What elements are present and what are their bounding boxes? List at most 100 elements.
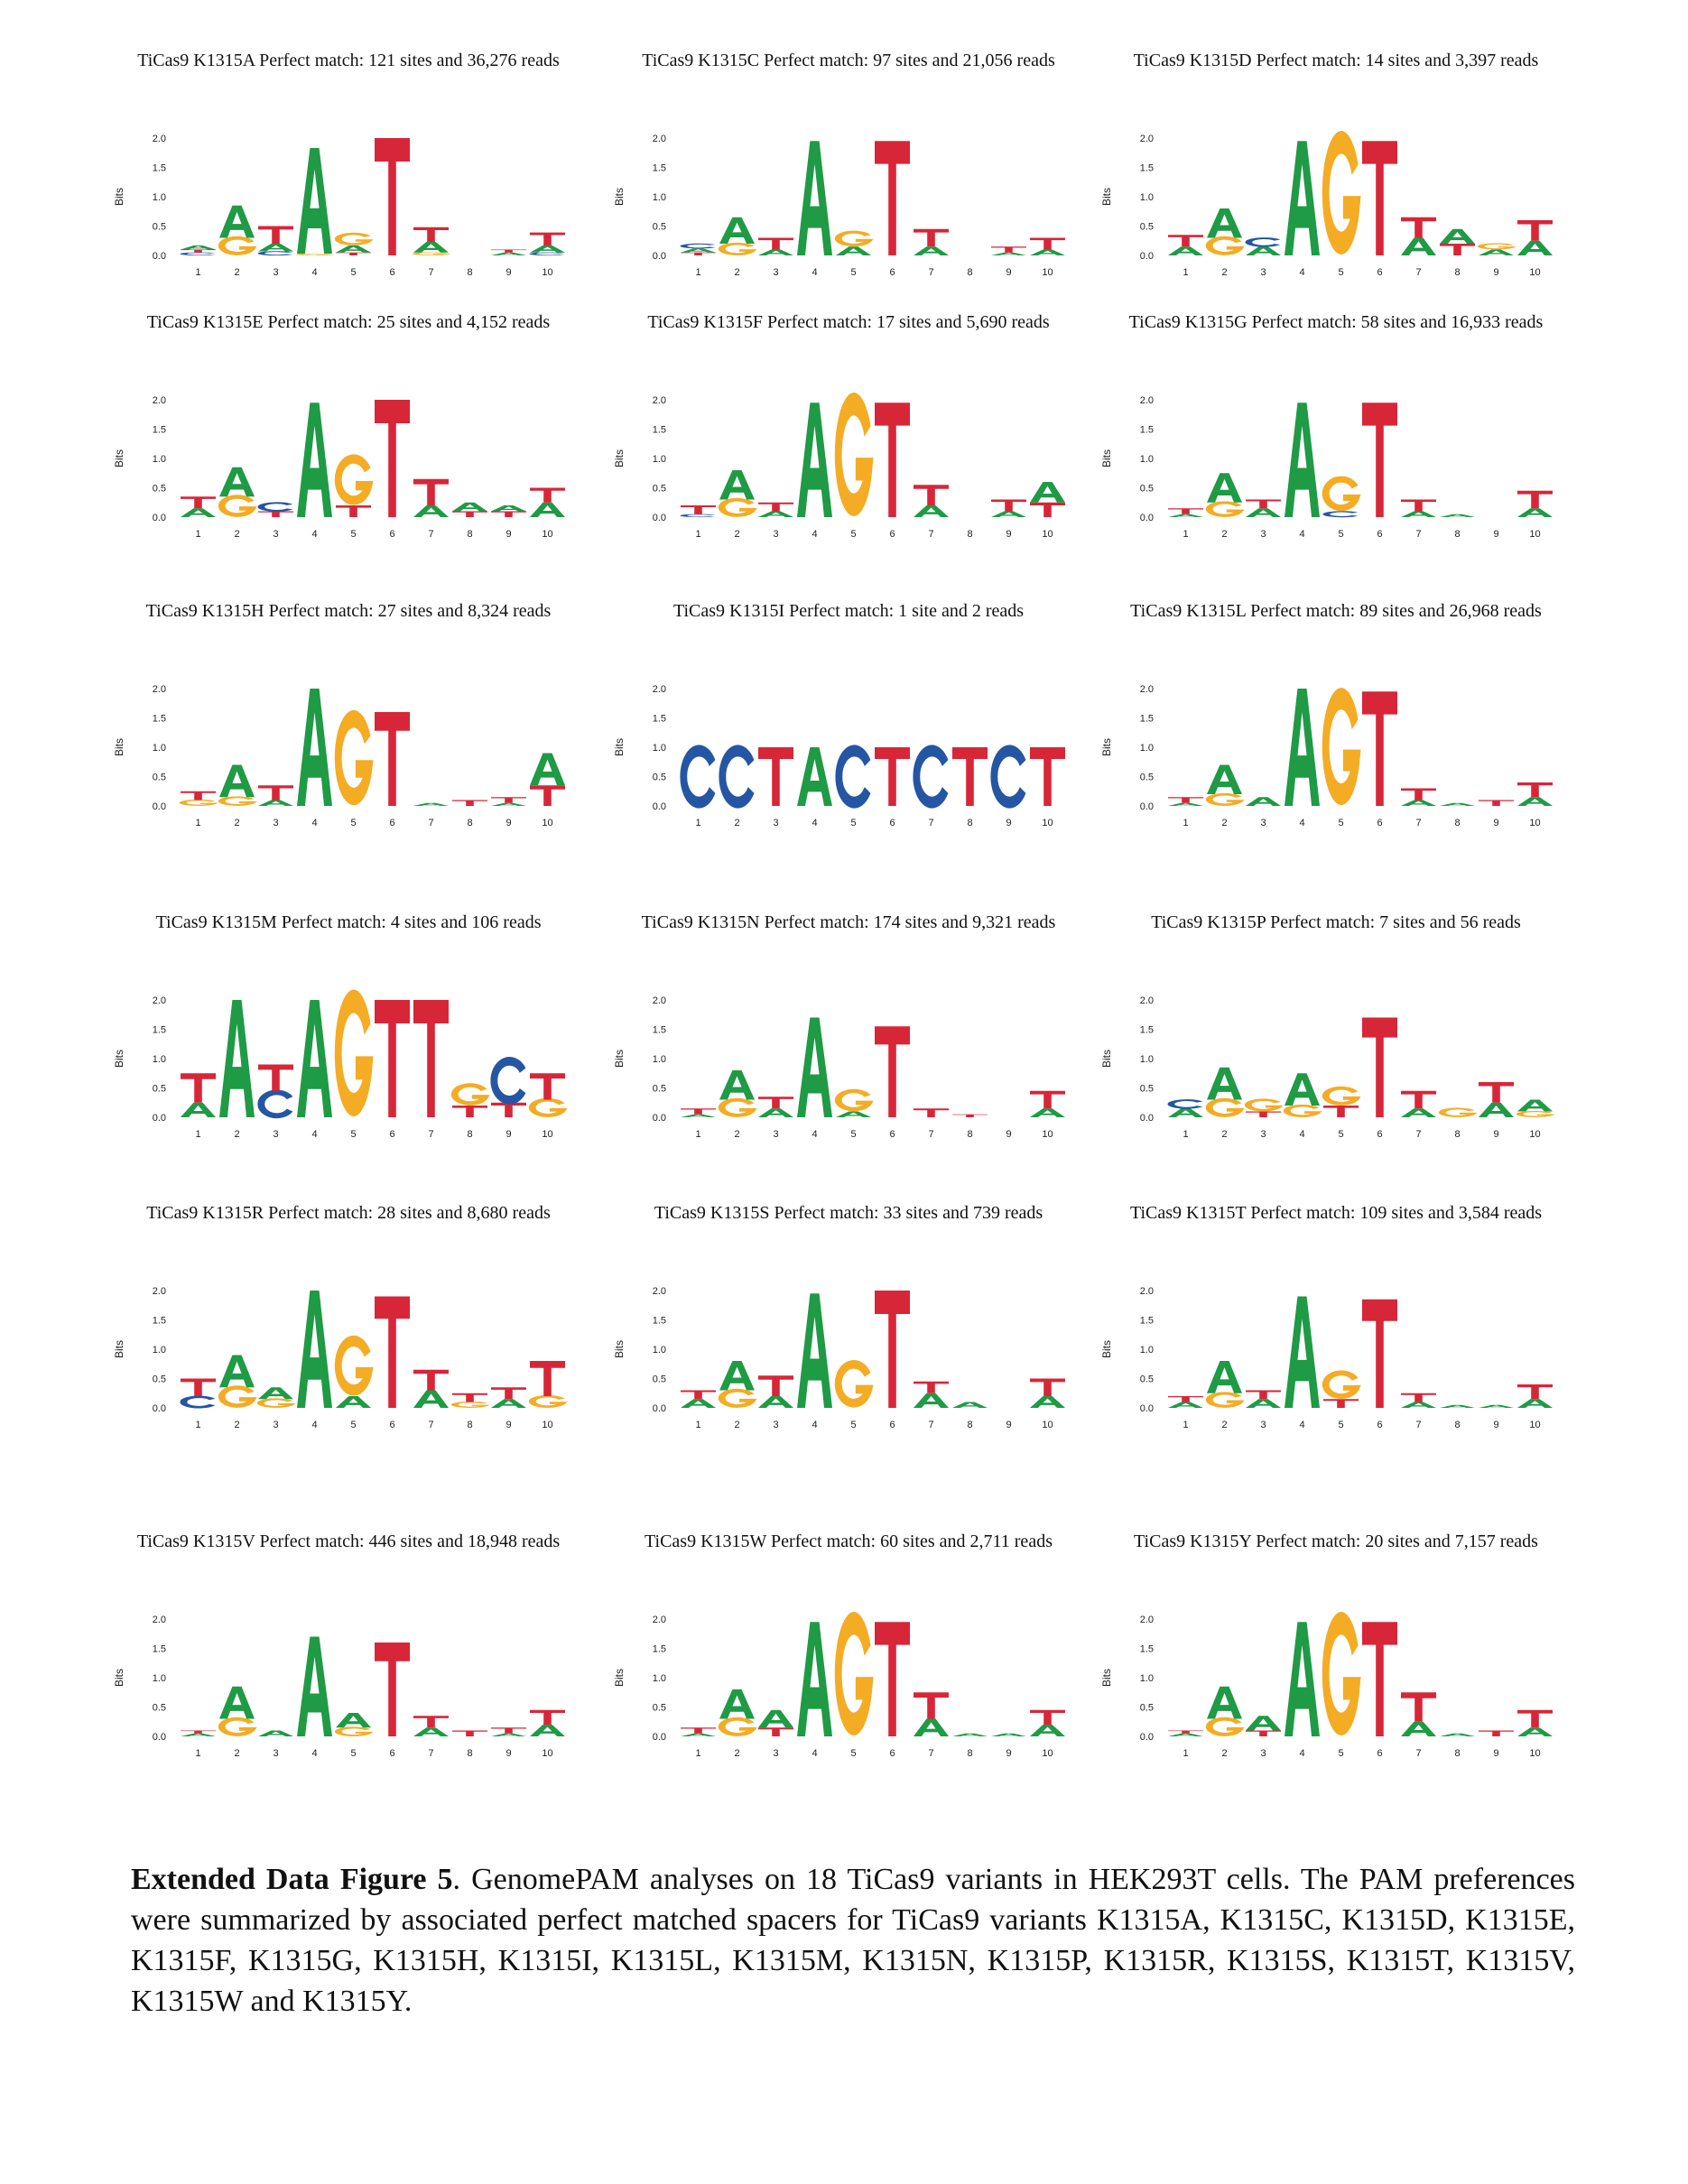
logo-letter-G xyxy=(1322,1612,1361,1735)
x-tick-label: 1 xyxy=(695,1748,700,1759)
logo-letter-T xyxy=(413,478,449,505)
logo-letter-T xyxy=(681,1727,716,1734)
logo-letter-T xyxy=(491,511,526,517)
y-tick-label: 1.5 xyxy=(1140,714,1154,725)
logo-letter-A xyxy=(681,248,716,253)
x-tick-label: 9 xyxy=(1006,1420,1011,1430)
x-tick-label: 5 xyxy=(1338,529,1343,540)
caption-label: Extended Data Figure 5 xyxy=(131,1863,453,1896)
x-tick-label: 10 xyxy=(1042,1420,1053,1430)
x-tick-label: 6 xyxy=(889,529,895,540)
logo-letter-G xyxy=(1205,501,1245,517)
x-tick-label: 9 xyxy=(505,267,511,278)
y-tick-label: 0.5 xyxy=(1140,773,1154,783)
logo-letter-T xyxy=(952,1114,988,1117)
y-tick-label: 1.5 xyxy=(653,1644,666,1655)
logo-letter-G xyxy=(218,236,257,255)
x-tick-label: 6 xyxy=(889,1420,895,1430)
x-tick-label: 5 xyxy=(1338,1129,1343,1140)
logo-panel: TiCas9 K1315N Perfect match: 174 sites a… xyxy=(596,912,1101,1164)
logo-letter-G xyxy=(1205,236,1245,255)
logo-letter-T xyxy=(452,511,487,517)
x-tick-label: 9 xyxy=(505,1129,511,1140)
sequence-logo: Bits 0.0 0.5 1.0 1.5 2.0 1 2 3 4 5 6 7 8 9 10 xyxy=(613,1286,1065,1430)
caption-text: . GenomePAM analyses on 18 TiCas9 varian… xyxy=(131,1863,1575,2018)
logo-panel: TiCas9 K1315F Perfect match: 17 sites an… xyxy=(596,311,1101,564)
logo-letter-A xyxy=(1479,1404,1514,1408)
logo-letter-C xyxy=(1322,511,1359,518)
x-tick-label: 9 xyxy=(1006,267,1011,278)
x-tick-label: 9 xyxy=(1493,529,1498,540)
logo-letter-T xyxy=(1323,1399,1359,1408)
logo-letter-C xyxy=(680,514,716,518)
x-tick-label: 8 xyxy=(467,529,472,540)
logo-letter-A xyxy=(1246,1716,1281,1731)
y-tick-label: 0.5 xyxy=(1140,1703,1154,1714)
logo-letter-T xyxy=(1362,1622,1397,1736)
x-tick-label: 3 xyxy=(1260,818,1266,828)
logo-letter-T xyxy=(1323,1106,1359,1117)
logo-title: TiCas9 K1315L Perfect match: 89 sites an… xyxy=(1130,601,1542,621)
x-tick-label: 2 xyxy=(234,1129,239,1140)
logo-letter-A xyxy=(1207,1686,1242,1719)
x-tick-label: 8 xyxy=(467,818,472,828)
logo-letter-T xyxy=(952,747,988,806)
x-tick-label: 7 xyxy=(428,1420,433,1430)
logo-letter-A xyxy=(219,1355,255,1388)
x-tick-label: 1 xyxy=(1183,1420,1188,1430)
x-tick-label: 9 xyxy=(505,818,511,828)
x-tick-label: 3 xyxy=(1260,1420,1266,1430)
y-tick-label: 2.0 xyxy=(653,1615,666,1625)
y-tick-label: 0.5 xyxy=(653,773,666,783)
logo-letter-T xyxy=(758,237,793,250)
logo-panel: TiCas9 K1315H Perfect match: 27 sites an… xyxy=(96,600,601,853)
logo-letter-A xyxy=(758,1108,793,1117)
logo-letter-G xyxy=(256,1398,296,1408)
logo-letter-T xyxy=(1401,1692,1436,1722)
x-tick-label: 2 xyxy=(734,1420,739,1430)
x-tick-label: 6 xyxy=(1377,1129,1382,1140)
logo-letter-T xyxy=(758,1727,793,1736)
logo-letter-T xyxy=(1362,691,1397,806)
logo-letter-A xyxy=(1401,800,1436,806)
logo-letter-T xyxy=(1362,1017,1397,1117)
y-tick-label: 2.0 xyxy=(153,1286,166,1297)
x-tick-label: 8 xyxy=(967,529,972,540)
logo-letter-T xyxy=(875,1291,910,1408)
x-tick-label: 1 xyxy=(1183,818,1188,828)
y-tick-label: 2.0 xyxy=(1140,1615,1154,1625)
logo-letter-A xyxy=(297,403,332,517)
logo-letter-A xyxy=(413,1727,449,1736)
figure-caption: Extended Data Figure 5. GenomePAM analys… xyxy=(131,1859,1575,2022)
y-tick-label: 2.0 xyxy=(1140,1286,1154,1297)
logo-letter-A xyxy=(797,1293,832,1408)
logo-letter-A xyxy=(991,1733,1026,1736)
logo-letter-A xyxy=(1517,508,1553,517)
y-tick-label: 1.0 xyxy=(653,192,666,203)
y-tick-label: 1.0 xyxy=(153,1054,166,1065)
logo-letter-A xyxy=(413,1390,449,1408)
logo-letter-T xyxy=(181,1378,216,1396)
logo-letter-A xyxy=(681,1114,716,1117)
logo-letter-T xyxy=(530,487,565,503)
logo-letter-T xyxy=(1517,490,1553,509)
x-tick-label: 10 xyxy=(1529,1420,1540,1430)
logo-letter-T xyxy=(875,403,910,517)
sequence-logo: Bits 0.0 0.5 1.0 1.5 2.0 1 2 3 4 5 6 7 8 9 10 xyxy=(1100,1612,1553,1759)
x-tick-label: 7 xyxy=(428,1748,433,1759)
logo-letter-C xyxy=(719,745,755,809)
logo-letter-G xyxy=(450,1401,490,1408)
x-tick-label: 6 xyxy=(889,1129,895,1140)
x-tick-label: 9 xyxy=(1493,1748,1498,1759)
logo-letter-T xyxy=(336,505,371,517)
logo-letter-T xyxy=(181,791,216,800)
x-tick-label: 10 xyxy=(1529,529,1540,540)
y-tick-label: 2.0 xyxy=(1140,395,1154,406)
logo-letter-A xyxy=(1207,473,1242,503)
y-tick-label: 0.0 xyxy=(1140,801,1154,812)
logo-letter-T xyxy=(991,246,1026,253)
logo-letter-T xyxy=(1517,1384,1553,1400)
logo-letter-A xyxy=(1207,1361,1242,1393)
y-tick-label: 0.0 xyxy=(1140,1113,1154,1124)
logo-letter-T xyxy=(1517,1709,1553,1728)
